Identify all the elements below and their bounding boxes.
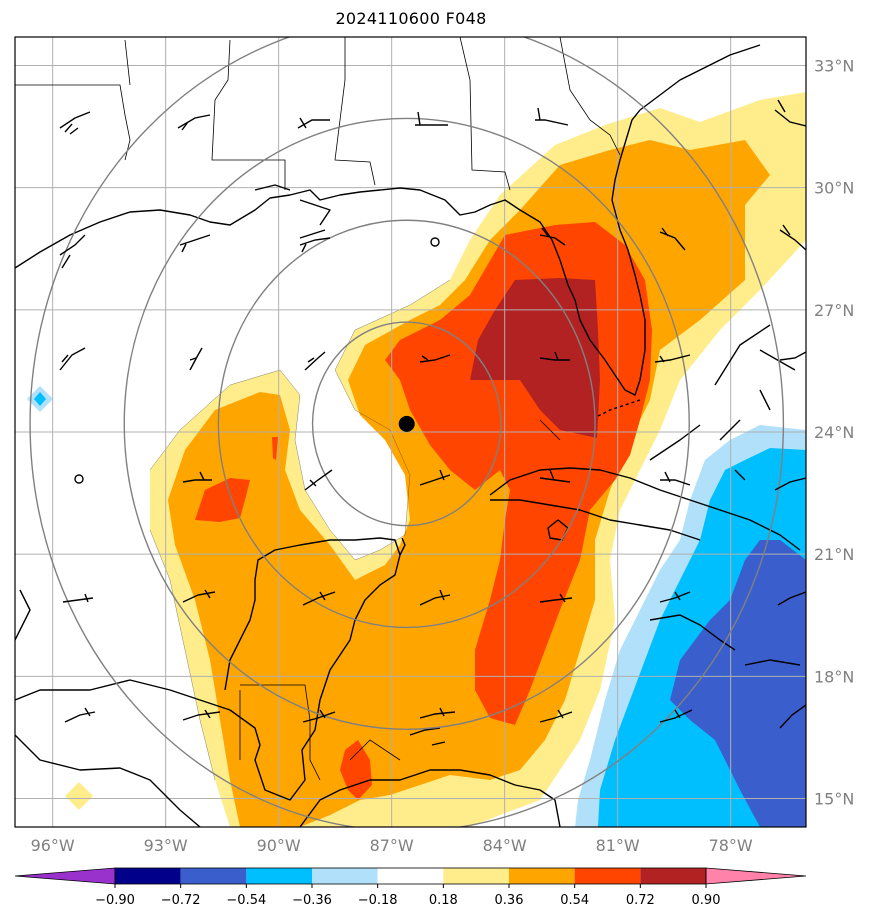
latitude-tick-label: 24°N [814, 423, 854, 442]
calm-wind-marker [430, 237, 440, 247]
latitude-tick-label: 30°N [814, 179, 854, 198]
latitude-tick-label: 21°N [814, 545, 854, 564]
latitude-tick-label: 33°N [814, 57, 854, 76]
colorbar-extend-low [14, 867, 116, 885]
range-ring [217, 219, 596, 629]
colorbar-tick-label: −0.36 [292, 893, 332, 908]
colorbar-tick-label: 0.72 [626, 893, 655, 908]
colorbar-segment [509, 868, 575, 884]
colorbar-segment [574, 868, 641, 884]
colorbar-segment [640, 868, 706, 884]
range-ring [29, 37, 784, 827]
colorbar-tick-label: −0.90 [95, 893, 135, 908]
longitude-labels: 96°W 93°W 90°W 87°W 84°W 81°W 78°W [31, 836, 753, 855]
political-borders [15, 37, 621, 781]
longitude-tick-label: 93°W [144, 836, 188, 855]
colorbar-tick-label: −0.54 [226, 893, 266, 908]
contour-lines [149, 279, 451, 781]
longitude-tick-label: 84°W [483, 836, 527, 855]
colorbar: −0.90 −0.72 −0.54 −0.36 −0.18 0.18 0.36 0.54 0.7… [14, 867, 807, 908]
range-ring [311, 321, 502, 527]
longitude-tick-label: 78°W [709, 836, 753, 855]
latitude-tick-label: 15°N [814, 789, 854, 808]
contour-pos-small-sw [65, 782, 93, 810]
colorbar-segment [180, 868, 247, 884]
map-plot-area [15, 37, 806, 827]
colorbar-tick-label: 0.18 [429, 893, 458, 908]
latitude-tick-label: 18°N [814, 667, 854, 686]
range-ring [123, 117, 690, 730]
colorbar-segment [377, 868, 444, 884]
contour-neg-small-west-inner [34, 392, 46, 406]
filled-contours [27, 92, 806, 827]
longitude-tick-label: 90°W [257, 836, 301, 855]
colorbar-tick-label: 0.36 [495, 893, 524, 908]
contour-0.54-0.72-south [340, 740, 372, 800]
map-title: 2024110600 F048 [335, 9, 487, 28]
colorbar-tick-label: −0.72 [161, 893, 201, 908]
range-rings [29, 37, 784, 827]
calm-wind-marker [74, 474, 84, 484]
longitude-tick-label: 87°W [370, 836, 414, 855]
colorbar-tick-label: −0.18 [358, 893, 398, 908]
contour-0.54-0.72-thin [272, 437, 278, 460]
colorbar-segment [115, 868, 181, 884]
latitude-tick-label: 27°N [814, 301, 854, 320]
map-frame [14, 36, 807, 828]
latitude-labels: 15°N 18°N 21°N 24°N 27°N 30°N 33°N [814, 57, 854, 809]
coastlines [15, 44, 801, 827]
colorbar-segment [246, 868, 312, 884]
colorbar-extend-high [705, 867, 807, 885]
contour-neg-0.54-0.72 [670, 540, 806, 827]
colorbar-segment [443, 868, 509, 884]
longitude-tick-label: 96°W [31, 836, 75, 855]
storm-center-marker [398, 415, 415, 432]
longitude-tick-label: 81°W [596, 836, 640, 855]
colorbar-tick-label: 0.90 [692, 893, 721, 908]
colorbar-tick-label: 0.54 [560, 893, 589, 908]
colorbar-segment [312, 868, 378, 884]
wind-barbs [59, 99, 806, 729]
